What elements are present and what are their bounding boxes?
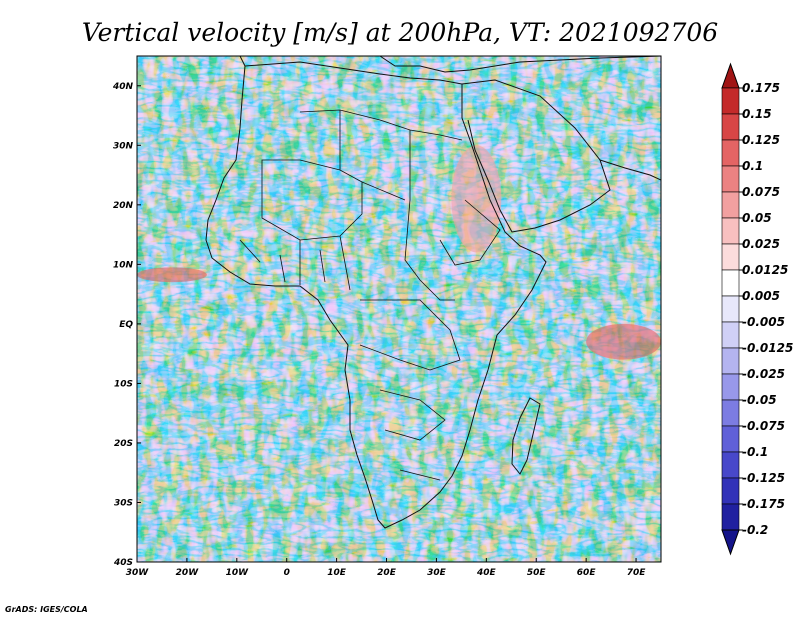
colorbar-swatch (721, 451, 740, 479)
eurasia-outline (239, 56, 661, 73)
y-tick-label: 40S (113, 558, 133, 568)
x-tick-label: 10W (226, 568, 250, 578)
y-tick-label: 30S (114, 498, 133, 508)
coastline-outline (205, 56, 661, 529)
colorbar-label: -0.175 (742, 497, 785, 511)
africa-coastline (205, 61, 547, 529)
colorbar-top-arrow (721, 62, 740, 89)
colorbar-label: -0.005 (742, 315, 785, 329)
x-tick-label: 20W (176, 568, 200, 578)
colorbar-label: 0.005 (742, 289, 780, 303)
colorbar-swatch (721, 243, 740, 271)
colorbar-bottom-arrow (721, 529, 740, 556)
colorbar-swatch (721, 139, 740, 167)
y-axis: 40N 30N 20N 10N EQ 10S 20S 30S 40S (112, 82, 141, 568)
velocity-field (137, 56, 661, 562)
colorbar-label: -0.05 (742, 393, 777, 407)
y-tick-label: 10S (114, 379, 133, 389)
colorbar-swatch (721, 191, 740, 219)
colorbar-label: 0.075 (742, 185, 780, 199)
region-red-sea (451, 145, 502, 253)
colorbar-label: 0.025 (742, 237, 780, 251)
plot-frame (136, 55, 662, 563)
colorbar-label: -0.075 (742, 419, 785, 433)
colorbar-label: 0.0125 (742, 263, 788, 277)
grads-credit: GrADS: IGES/COLA (5, 605, 88, 614)
colorbar-swatch (721, 87, 740, 115)
colorbar-label: -0.0125 (742, 341, 793, 355)
colorbar-swatch (721, 477, 740, 505)
y-tick-label: 40N (112, 82, 134, 92)
colorbar-label: 0.175 (742, 81, 780, 95)
y-tick-label: 30N (113, 141, 134, 151)
colorbar-swatch (721, 425, 740, 453)
colorbar-swatch (721, 269, 740, 297)
colorbar-label: 0.1 (742, 159, 763, 173)
colorbar: 0.175 0.15 0.125 0.1 0.075 0.05 0.025 0.0125 0.0… (721, 62, 793, 556)
colorbar-swatch (721, 217, 740, 245)
arabia-outline (461, 79, 611, 233)
colorbar-label: 0.125 (742, 133, 780, 147)
colorbar-label: -0.125 (742, 471, 785, 485)
x-tick-label: 70E (627, 568, 647, 578)
y-tick-label: EQ (119, 320, 133, 330)
x-tick-label: 30W (126, 568, 150, 578)
x-tick-label: 40E (476, 568, 497, 578)
colorbar-swatch (721, 373, 740, 401)
colorbar-swatch (721, 399, 740, 427)
x-tick-label: 20E (377, 568, 397, 578)
india-outline (599, 159, 661, 181)
y-tick-label: 20N (113, 201, 134, 211)
colorbar-swatch (721, 321, 740, 349)
x-axis: 30W 20W 10W 0 10E 20E 30E 40E 50E 60E 70E (126, 558, 646, 578)
colorbar-swatch (721, 503, 740, 531)
colorbar-label: 0.05 (742, 211, 772, 225)
x-tick-label: 30E (427, 568, 447, 578)
colorbar-label: -0.2 (742, 523, 768, 537)
madagascar-outline (511, 397, 541, 475)
colorbar-label: -0.1 (742, 445, 768, 459)
y-tick-label: 20S (114, 439, 133, 449)
region-itcz-west-atlantic (137, 267, 207, 283)
chart-title: Vertical velocity [m/s] at 200hPa, VT: 2… (82, 18, 718, 47)
colorbar-label: -0.025 (742, 367, 785, 381)
y-tick-label: 10N (113, 260, 134, 270)
x-tick-label: 10E (327, 568, 347, 578)
colorbar-swatch (721, 347, 740, 375)
country-borders (239, 109, 501, 481)
region-east-indian-ocean (586, 323, 661, 360)
x-tick-label: 50E (527, 568, 547, 578)
colorbar-swatch (721, 113, 740, 141)
x-tick-label: 0 (284, 568, 290, 578)
colorbar-swatch (721, 165, 740, 193)
colorbar-label: 0.15 (742, 107, 772, 121)
x-tick-label: 60E (577, 568, 597, 578)
colorbar-swatch (721, 295, 740, 323)
